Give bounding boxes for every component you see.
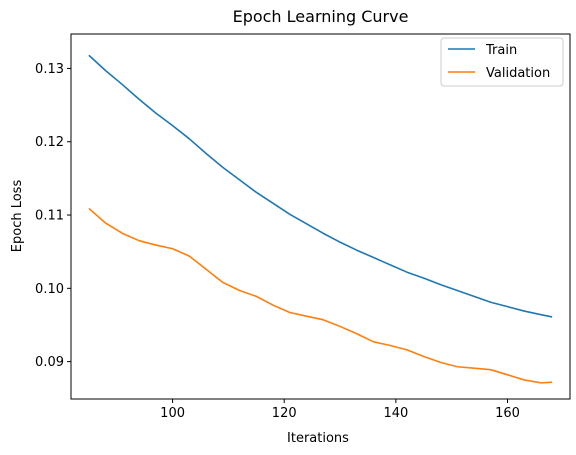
- x-axis-label: Iterations: [287, 431, 349, 446]
- y-tick-label: 0.10: [35, 282, 64, 297]
- legend: Train Validation: [440, 37, 564, 87]
- series-line-train: [88, 54, 553, 318]
- x-tick-label: 140: [383, 406, 408, 421]
- y-axis-label: Epoch Loss: [10, 180, 25, 253]
- plot-frame: [70, 33, 571, 400]
- legend-label-train: Train: [485, 43, 517, 58]
- plot-area: [71, 34, 570, 399]
- chart-title: Epoch Learning Curve: [233, 7, 409, 26]
- ticks-layer: 100 120 140 160 0.09 0.10 0.11 0.12 0.13: [35, 62, 520, 421]
- y-tick-label: 0.11: [35, 209, 64, 224]
- x-tick-label: 120: [272, 406, 297, 421]
- x-tick-label: 160: [495, 406, 520, 421]
- x-tick-label: 100: [160, 406, 185, 421]
- series-line-validation: [88, 207, 553, 384]
- legend-box: [440, 37, 564, 87]
- y-tick-label: 0.12: [35, 135, 64, 150]
- legend-label-validation: Validation: [486, 66, 550, 81]
- y-tick-label: 0.13: [35, 62, 64, 77]
- y-tick-label: 0.09: [35, 355, 64, 370]
- series-layer: [88, 54, 553, 384]
